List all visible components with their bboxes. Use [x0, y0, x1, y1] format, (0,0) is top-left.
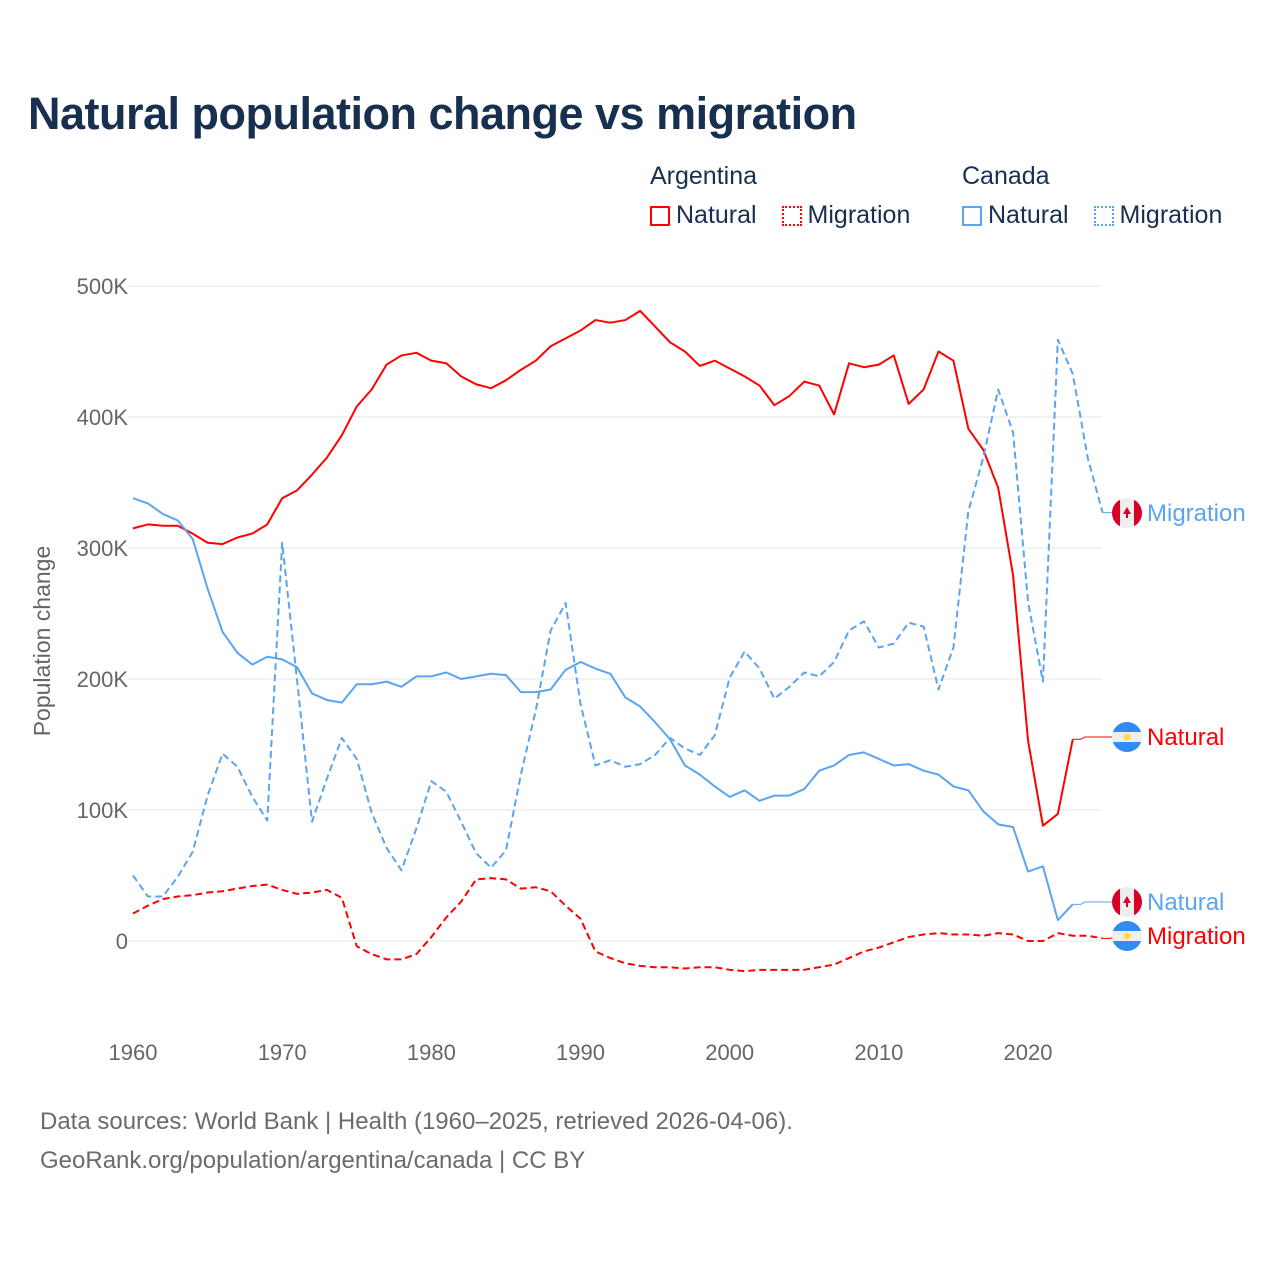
series-end-label: Migration [1147, 923, 1246, 950]
label-connector [1072, 901, 1112, 905]
x-tick-label: 2000 [705, 1040, 754, 1065]
y-tick-label: 0 [116, 929, 128, 954]
y-tick-label: 300K [77, 536, 129, 561]
series-end-label: Natural [1147, 724, 1224, 751]
legend-item-canada-migration[interactable]: Migration [1093, 201, 1223, 230]
legend-label: Natural [988, 201, 1069, 229]
legend-group-title: Canada [962, 162, 1050, 190]
y-tick-label: 500K [77, 274, 129, 299]
chart-title: Natural population change vs migration [28, 88, 857, 139]
legend-item-canada-natural[interactable]: Natural [962, 201, 1069, 230]
argentina-flag-icon [1112, 722, 1142, 752]
legend-group-argentina: Argentina Natural Migration [650, 162, 928, 233]
y-tick-label: 100K [77, 798, 129, 823]
series-end-label: Natural [1147, 889, 1224, 916]
x-tick-label: 2010 [854, 1040, 903, 1065]
canada-flag-icon [1112, 498, 1142, 528]
x-tick-label: 2020 [1004, 1040, 1053, 1065]
y-axis-label: Population change [29, 546, 55, 737]
series-line-argentina-natural [132, 309, 1074, 827]
legend-label: Migration [807, 201, 911, 229]
x-tick-label: 1970 [258, 1040, 307, 1065]
series-line-argentina-migration [132, 877, 1103, 973]
legend-swatch-solid [650, 205, 670, 226]
footer-source: Data sources: World Bank | Health (1960–… [40, 1108, 793, 1135]
legend-swatch-dotted [1093, 205, 1114, 226]
line-chart: 0 100K 200K 300K 400K 500K 1960 1970 1980 1990 200… [29, 274, 1246, 1065]
legend-label: Migration [1119, 201, 1223, 229]
canada-flag-icon [1112, 887, 1142, 917]
legend-item-argentina-natural[interactable]: Natural [650, 201, 757, 230]
series-line-canada-migration [132, 338, 1104, 898]
x-tick-label: 1990 [556, 1040, 605, 1065]
footer-credit: GeoRank.org/population/argentina/canada … [40, 1147, 586, 1174]
legend-swatch-solid [962, 205, 982, 226]
x-tick-label: 1980 [407, 1040, 456, 1065]
y-tick-label: 200K [77, 667, 129, 692]
legend-item-argentina-migration[interactable]: Migration [781, 201, 911, 230]
legend-group-canada: Canada Natural Migration [962, 162, 1222, 233]
series-end-label: Migration [1147, 500, 1246, 527]
series-line-canada-natural [132, 497, 1074, 922]
y-tick-label: 400K [77, 405, 129, 430]
legend-label: Natural [676, 201, 757, 229]
argentina-flag-icon [1112, 921, 1142, 951]
x-tick-label: 1960 [109, 1040, 158, 1065]
label-connector [1072, 736, 1112, 740]
legend-group-title: Argentina [650, 162, 758, 190]
legend-swatch-dotted [781, 205, 802, 226]
